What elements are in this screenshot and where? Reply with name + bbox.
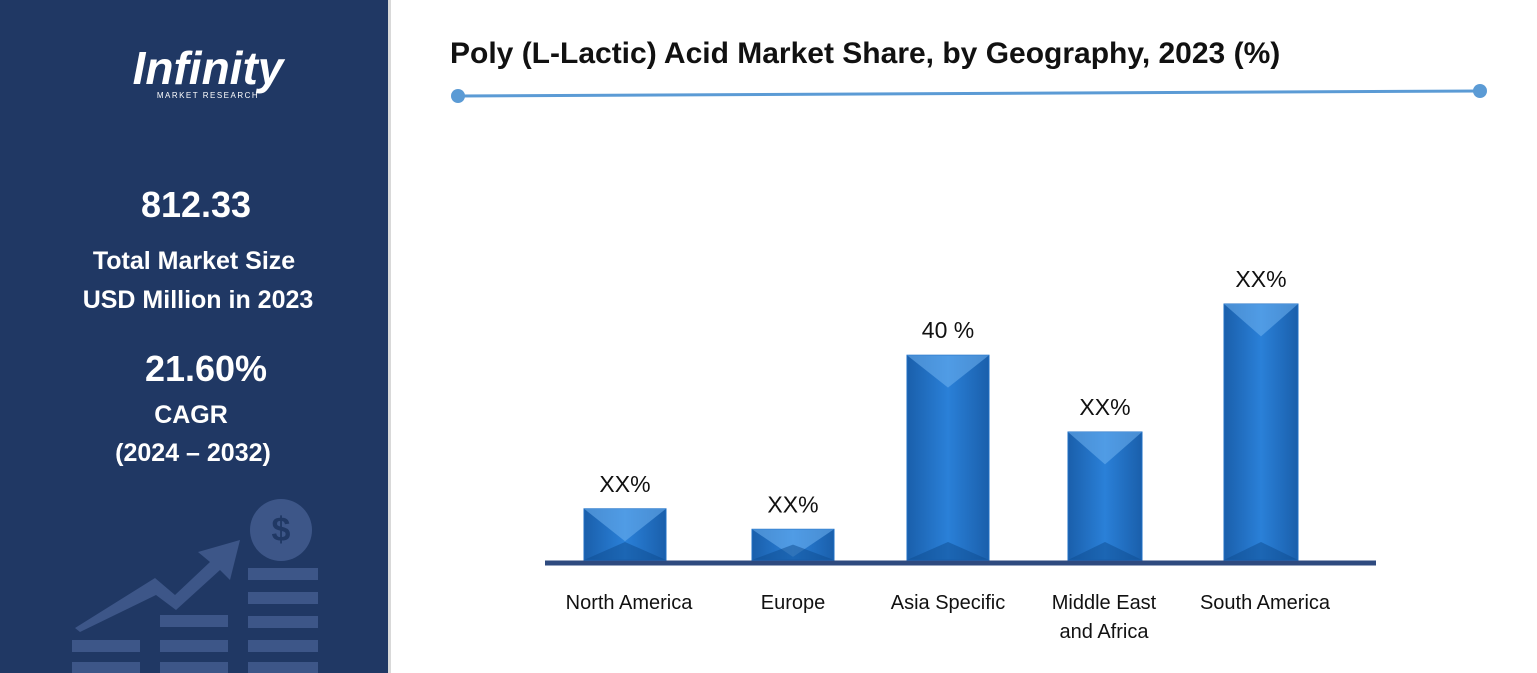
cagr-label: CAGR [154,401,228,429]
data-label: XX% [599,471,650,497]
bar [1223,303,1299,561]
title-rule [457,89,1481,98]
divider [388,0,391,673]
x-tick-label: Middle East and Africa [1051,592,1157,643]
data-label: XX% [767,491,818,517]
bar-bevel [752,544,834,560]
sidebar-icon [72,499,318,673]
bar-bevel [907,542,989,560]
x-tick-label: Europe [760,592,826,614]
bar [906,354,990,561]
data-label: XX% [1235,266,1286,292]
rule-dot [451,89,465,103]
bar-bevel [752,529,834,557]
bar-bevel [584,542,666,560]
market-size: 812.33 [141,184,251,225]
bar-bevel [584,508,666,542]
x-tick-label: North America [565,592,693,614]
market-size-label: USD Million in 2023 [83,286,314,314]
cagr-period: (2024 – 2032) [115,439,271,467]
market-size-label: Total Market Size [93,247,295,275]
bar-bevel [1068,542,1142,560]
x-tick-label: Asia Specific [890,592,1006,614]
data-label: 40 % [922,317,974,343]
logo: Infinity [133,42,286,94]
rule-dot [1473,84,1487,98]
sidebar [0,0,388,673]
chart-title: Poly (L-Lactic) Acid Market Share, by Ge… [450,37,1280,70]
bar-bevel [1224,304,1298,337]
bar-bevel [1068,432,1142,465]
x-tick-label: South America [1199,592,1331,614]
data-label: XX% [1079,394,1130,420]
bar-bevel [1224,542,1298,560]
logo-subtitle: MARKET RESEARCH [157,91,259,100]
bar-bevel [907,355,989,388]
cagr: 21.60% [145,348,267,389]
dollar-sign: $ [272,511,291,549]
